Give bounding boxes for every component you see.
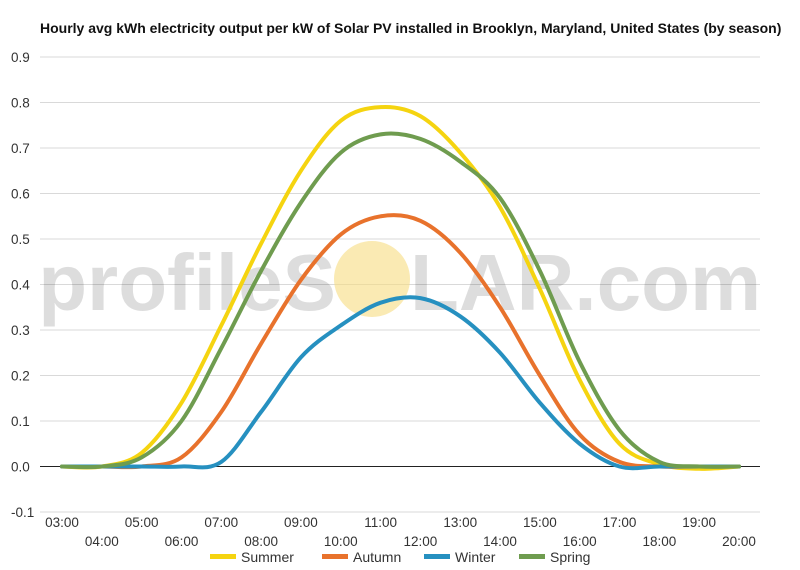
y-tick-label: 0.4 bbox=[11, 278, 30, 293]
y-axis-ticks: 0.9 0.8 0.7 0.6 0.5 0.4 0.3 0.2 0.1 0.0 -0.1 bbox=[11, 50, 34, 520]
legend: Summer Autumn Winter Spring bbox=[210, 549, 590, 565]
x-tick-label: 15:00 bbox=[523, 515, 557, 530]
x-tick-label: 18:00 bbox=[642, 534, 676, 549]
x-tick-label: 06:00 bbox=[165, 534, 199, 549]
x-tick-label: 05:00 bbox=[125, 515, 159, 530]
x-tick-label: 03:00 bbox=[45, 515, 79, 530]
y-tick-label: 0.9 bbox=[11, 50, 30, 65]
legend-label-autumn: Autumn bbox=[353, 549, 401, 565]
x-tick-label: 08:00 bbox=[244, 534, 278, 549]
y-tick-label: 0.0 bbox=[11, 460, 30, 475]
x-tick-label: 17:00 bbox=[603, 515, 637, 530]
y-tick-label: 0.7 bbox=[11, 141, 30, 156]
y-tick-label: 0.2 bbox=[11, 369, 30, 384]
watermark-text-right: LAR.com bbox=[410, 238, 761, 327]
y-tick-label: -0.1 bbox=[11, 505, 34, 520]
x-tick-label: 09:00 bbox=[284, 515, 318, 530]
series-line-summer bbox=[60, 104, 741, 471]
x-tick-label: 04:00 bbox=[85, 534, 119, 549]
x-tick-label: 19:00 bbox=[682, 515, 716, 530]
x-tick-label: 20:00 bbox=[722, 534, 756, 549]
legend-swatch-spring bbox=[519, 554, 545, 559]
series-line-winter bbox=[60, 295, 741, 471]
legend-swatch-autumn bbox=[322, 554, 348, 559]
y-tick-label: 0.6 bbox=[11, 187, 30, 202]
y-tick-label: 0.1 bbox=[11, 414, 30, 429]
legend-label-winter: Winter bbox=[455, 549, 496, 565]
x-tick-label: 16:00 bbox=[563, 534, 597, 549]
x-tick-label: 10:00 bbox=[324, 534, 358, 549]
x-tick-label: 14:00 bbox=[483, 534, 517, 549]
chart-title: Hourly avg kWh electricity output per kW… bbox=[40, 20, 781, 36]
watermark: profileS LAR.com bbox=[38, 238, 761, 327]
legend-swatch-summer bbox=[210, 554, 236, 559]
y-tick-label: 0.3 bbox=[11, 323, 30, 338]
legend-label-summer: Summer bbox=[241, 549, 294, 565]
watermark-text-left: profileS bbox=[38, 238, 336, 327]
y-tick-label: 0.8 bbox=[11, 96, 30, 111]
series-line-autumn bbox=[60, 213, 741, 470]
series-lines bbox=[60, 104, 741, 471]
x-tick-label: 07:00 bbox=[204, 515, 238, 530]
legend-swatch-winter bbox=[424, 554, 450, 559]
x-tick-label: 13:00 bbox=[443, 515, 477, 530]
x-tick-label: 11:00 bbox=[364, 515, 397, 530]
legend-label-spring: Spring bbox=[550, 549, 590, 565]
x-axis-ticks: 03:00 04:00 05:00 06:00 07:00 08:00 09:00 10:00… bbox=[45, 515, 756, 549]
series-line-spring bbox=[60, 131, 741, 470]
x-tick-label: 12:00 bbox=[404, 534, 438, 549]
y-tick-label: 0.5 bbox=[11, 232, 30, 247]
